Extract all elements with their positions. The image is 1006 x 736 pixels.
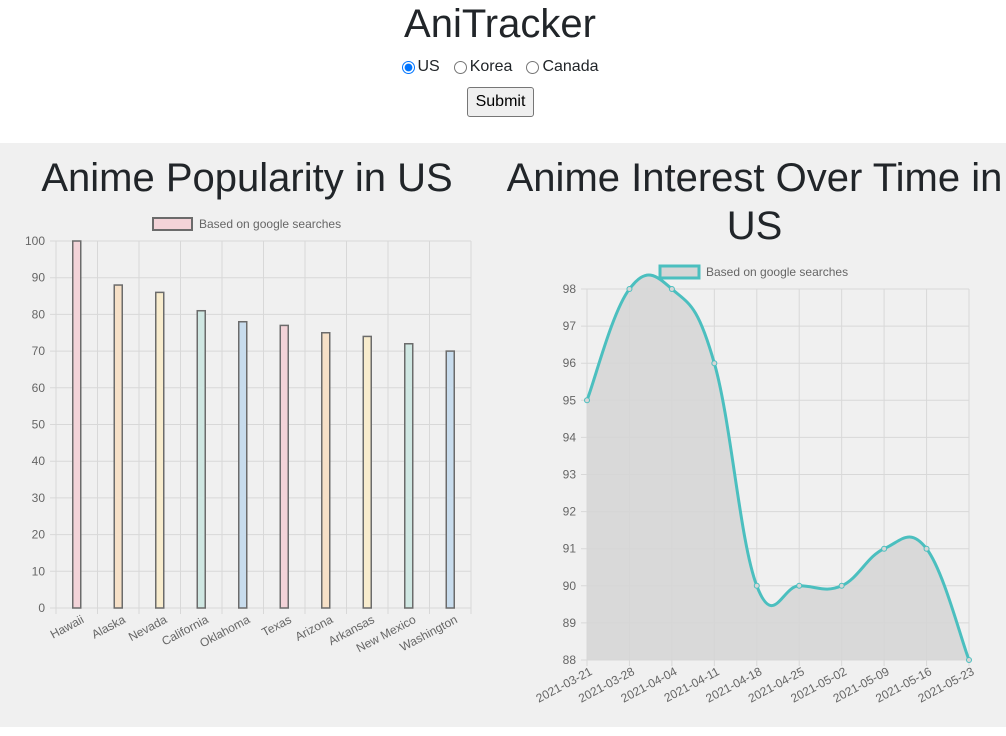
data-point [584, 397, 590, 404]
y-tick-label: 90 [32, 271, 46, 285]
y-tick-label: 89 [563, 616, 577, 630]
radio-korea[interactable] [453, 60, 467, 74]
y-tick-label: 30 [32, 491, 46, 505]
app-title: AniTracker [404, 2, 596, 46]
y-tick-label: 96 [563, 356, 577, 370]
y-tick-label: 50 [32, 418, 46, 432]
bar [113, 284, 123, 609]
legend-label: Based on google searches [199, 217, 341, 231]
bar-chart-title: Anime Popularity in US [41, 156, 453, 200]
y-tick-label: 10 [32, 564, 46, 578]
bottom-strip [0, 727, 1006, 736]
bar [72, 240, 82, 609]
area-fill [587, 274, 969, 660]
y-tick-label: 97 [563, 319, 577, 333]
radio-canada[interactable] [526, 60, 540, 74]
header: AniTracker US Korea Canada Submit [0, 0, 1006, 143]
popularity-bar-chart: Based on google searches 0 10 20 30 40 50 60 70 8… [25, 217, 472, 655]
y-tick-label: 93 [563, 468, 577, 482]
bar [279, 324, 289, 609]
y-tick-label: 94 [563, 430, 577, 444]
y-tick-label: 70 [32, 344, 46, 358]
radio-option-us[interactable]: US [401, 58, 440, 76]
bar [155, 291, 165, 609]
bar [238, 320, 248, 609]
x-tick-label: Texas [259, 612, 293, 639]
radio-korea-label: Korea [469, 58, 513, 75]
y-tick-label: 98 [563, 282, 577, 296]
data-point [753, 582, 760, 589]
bar [445, 350, 455, 609]
data-point [626, 286, 633, 292]
data-point [711, 360, 718, 367]
legend-swatch [658, 264, 701, 280]
legend-swatch [152, 217, 193, 231]
radio-canada-label: Canada [542, 58, 599, 75]
bar [404, 343, 414, 609]
line-chart-title: Anime Interest Over Time in US [506, 156, 1003, 248]
x-tick-label: Alaska [89, 612, 128, 641]
data-point [966, 657, 972, 663]
series-line [585, 273, 971, 661]
y-tick-label: 100 [25, 234, 45, 248]
y-tick-label: 20 [32, 528, 46, 542]
data-point [923, 545, 930, 552]
data-point [668, 286, 675, 292]
bar [362, 335, 372, 609]
radio-us-label: US [417, 58, 440, 75]
x-tick-label: Hawaii [48, 612, 86, 641]
bar [196, 309, 206, 609]
submit-button[interactable]: Submit [467, 87, 534, 117]
radio-option-korea[interactable]: Korea [453, 58, 513, 76]
y-tick-label: 40 [32, 454, 46, 468]
country-radio-group: US Korea Canada [0, 56, 1000, 78]
data-point [838, 582, 845, 589]
y-tick-label: 91 [563, 542, 577, 556]
y-tick-label: 90 [563, 579, 577, 593]
radio-us[interactable] [401, 60, 415, 74]
y-tick-label: 60 [32, 381, 46, 395]
y-tick-label: 88 [563, 653, 577, 667]
bar [321, 332, 331, 609]
data-point [796, 582, 803, 589]
radio-option-canada[interactable]: Canada [526, 58, 598, 76]
y-tick-label: 0 [38, 601, 45, 615]
y-tick-label: 80 [32, 307, 46, 321]
y-tick-label: 95 [563, 393, 577, 407]
y-tick-label: 92 [563, 505, 577, 519]
interest-line-chart: Based on google searches 88 89 90 91 92 93 94 95… [534, 264, 977, 705]
data-point [881, 545, 888, 552]
legend-label: Based on google searches [706, 265, 848, 279]
